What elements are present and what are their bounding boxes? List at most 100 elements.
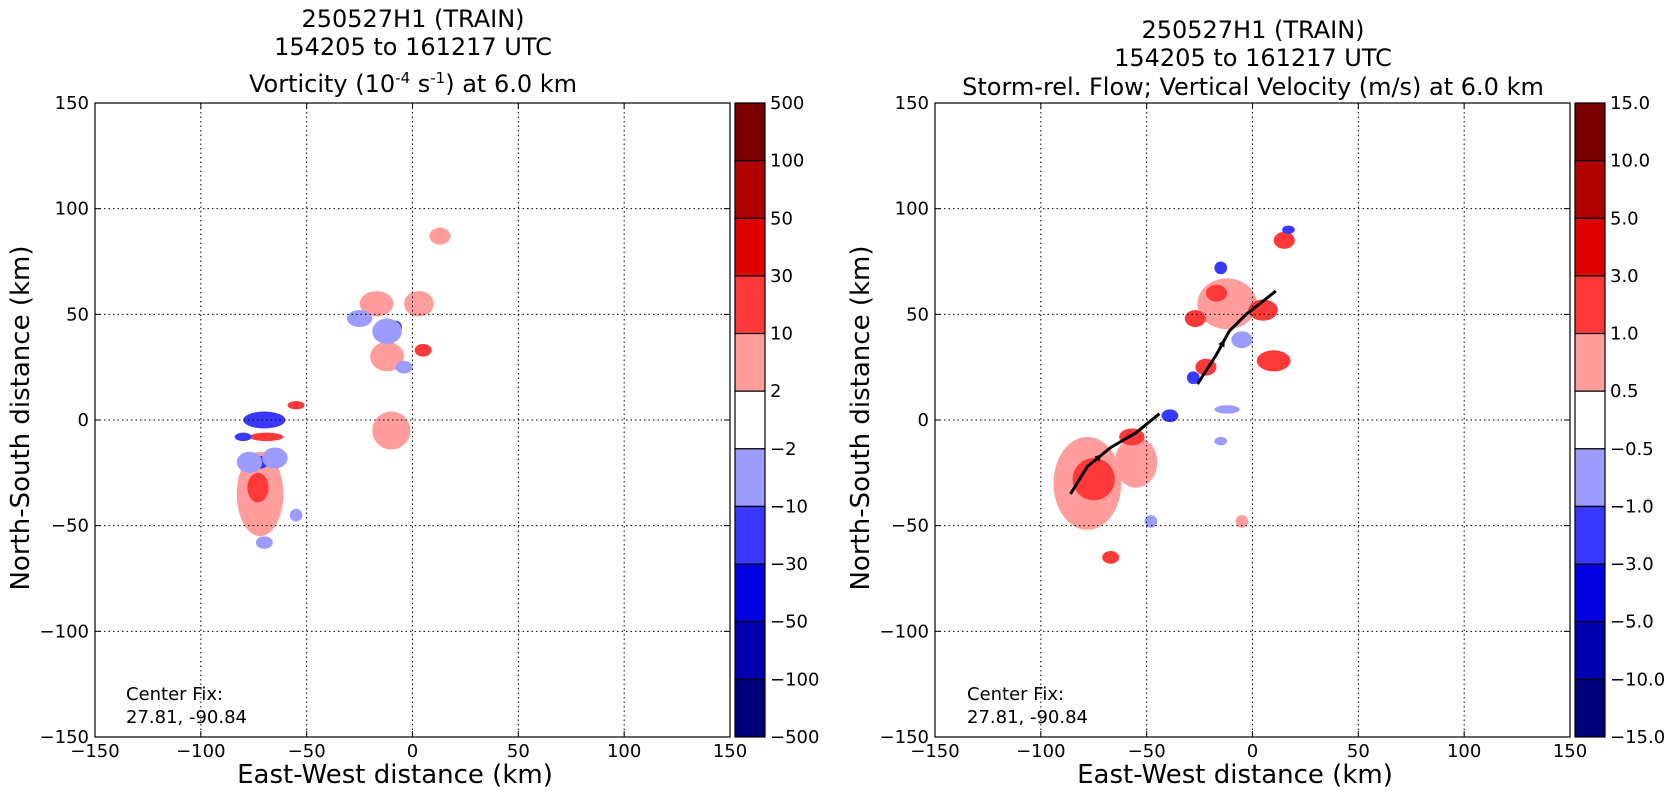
colorbar-level-label: 10 [770, 324, 793, 345]
colorbar-segment [734, 332, 766, 392]
center-fix-label: Center Fix: [967, 684, 1064, 705]
y-tick-label: −50 [51, 516, 89, 537]
field-region [346, 310, 373, 328]
title-line-1: 250527H1 (TRAIN) [1141, 16, 1364, 44]
colorbar-segment [734, 160, 766, 219]
field-title: Vorticity (10-4 s-1) at 6.0 km [249, 69, 577, 98]
colorbar-level-label: 2 [770, 381, 781, 402]
colorbar-segment [734, 275, 766, 335]
x-tick-label: 50 [1347, 741, 1370, 762]
colorbar-segment [734, 678, 766, 738]
title-line-2: 154205 to 161217 UTC [274, 33, 552, 61]
plot-area: −150−150−100−100−50−50005050100100150150… [880, 93, 1666, 762]
colorbar-level-label: −10 [770, 496, 808, 517]
colorbar-level-label: 10.0 [1610, 151, 1650, 172]
colorbar-level-label: −1.0 [1610, 496, 1654, 517]
flow-arrowhead [1218, 339, 1225, 348]
field-region [414, 343, 432, 357]
colorbar-segment [734, 563, 766, 623]
field-region [1214, 436, 1228, 446]
field-region [243, 411, 286, 429]
x-axis-label: East-West distance (km) [1077, 760, 1393, 790]
field-title-post: ) at 6.0 km [445, 70, 577, 98]
colorbar-segment [1574, 505, 1606, 565]
colorbar-segment [1574, 102, 1606, 162]
x-tick-label: −50 [288, 741, 326, 762]
field-title: Storm-rel. Flow; Vertical Velocity (m/s)… [962, 73, 1544, 101]
plot-background [935, 103, 1570, 737]
y-tick-label: 0 [918, 410, 929, 431]
y-tick-label: 0 [78, 410, 89, 431]
colorbar-segment [1574, 217, 1606, 277]
colorbar-level-label: 5.0 [1610, 208, 1639, 229]
colorbar-level-label: 500 [770, 93, 804, 114]
field-region [370, 341, 405, 372]
y-tick-label: 50 [66, 304, 89, 325]
colorbar-level-label: 1.0 [1610, 324, 1639, 345]
field-region [262, 447, 288, 469]
colorbar-level-label: 100 [770, 151, 804, 172]
colorbar-segment [1574, 563, 1606, 623]
x-tick-label: 50 [507, 741, 530, 762]
x-tick-label: 0 [407, 741, 418, 762]
field-region [1072, 458, 1115, 501]
colorbar-segment [734, 448, 766, 508]
colorbar: 15.0 10.0 5.0 3.0 1.0 0.5 −0.5 −1.0 −3.0 −5.0 −10.… [1574, 93, 1665, 748]
field-region [1186, 371, 1200, 385]
vorticity-panel: 250527H1 (TRAIN) 154205 to 161217 UTC Vo… [6, 5, 819, 790]
x-tick-label: −50 [1128, 741, 1166, 762]
field-region [289, 508, 303, 522]
field-region [1184, 310, 1206, 328]
colorbar-level-label: −0.5 [1610, 439, 1654, 460]
x-tick-label: 0 [1247, 741, 1258, 762]
y-tick-label: 150 [895, 93, 929, 114]
x-tick-label: −100 [1016, 741, 1065, 762]
colorbar-level-label: −3.0 [1610, 554, 1654, 575]
plot-background [95, 103, 730, 737]
field-region [372, 411, 411, 450]
y-tick-label: −100 [40, 621, 89, 642]
colorbar-level-label: 50 [770, 208, 793, 229]
y-tick-label: 100 [55, 199, 89, 220]
colorbar: 500 100 50 30 10 2 −2 −10 −30 −50 −100 −500 [734, 93, 819, 748]
colorbar-level-label: −50 [770, 612, 808, 633]
x-tick-label: 150 [713, 741, 747, 762]
colorbar-level-label: −100 [770, 669, 819, 690]
x-tick-label: −100 [176, 741, 225, 762]
colorbar-segment [734, 102, 766, 162]
y-axis-label: North-South distance (km) [846, 245, 876, 590]
colorbar-level-label: −10.0 [1610, 669, 1665, 690]
flow-streamline [1196, 289, 1277, 385]
field-region [255, 536, 273, 549]
y-tick-label: 100 [895, 199, 929, 220]
field-region [372, 318, 402, 344]
colorbar-level-label: 0.5 [1610, 381, 1639, 402]
colorbar-segment [1574, 678, 1606, 738]
title-line-2: 154205 to 161217 UTC [1114, 44, 1392, 72]
colorbar-segment [1574, 275, 1606, 335]
field-region [1214, 405, 1240, 414]
y-tick-label: −100 [880, 621, 929, 642]
colorbar-segment [734, 217, 766, 277]
x-axis-label: East-West distance (km) [237, 760, 553, 790]
field-region [1161, 409, 1179, 423]
field-region [1282, 225, 1295, 235]
field-region [234, 432, 252, 442]
plot-area: −150−150−100−100−50−50005050100100150150… [40, 93, 820, 762]
title-line-1: 250527H1 (TRAIN) [301, 5, 524, 33]
colorbar-segment [1574, 160, 1606, 219]
field-title-exponent-1: -4 [395, 69, 410, 87]
colorbar-level-label: −2 [770, 439, 797, 460]
colorbar-level-label: −15.0 [1610, 727, 1665, 748]
colorbar-level-label: 15.0 [1610, 93, 1650, 114]
field-region [247, 472, 269, 503]
colorbar-segment [1574, 332, 1606, 392]
center-fix-label: Center Fix: [126, 684, 223, 705]
field-region [1231, 331, 1253, 349]
field-region [429, 227, 451, 245]
colorbar-segment [1574, 448, 1606, 508]
field-title-pre: Vorticity (10 [249, 70, 395, 98]
y-tick-label: 150 [55, 93, 89, 114]
field-region [1273, 231, 1295, 249]
